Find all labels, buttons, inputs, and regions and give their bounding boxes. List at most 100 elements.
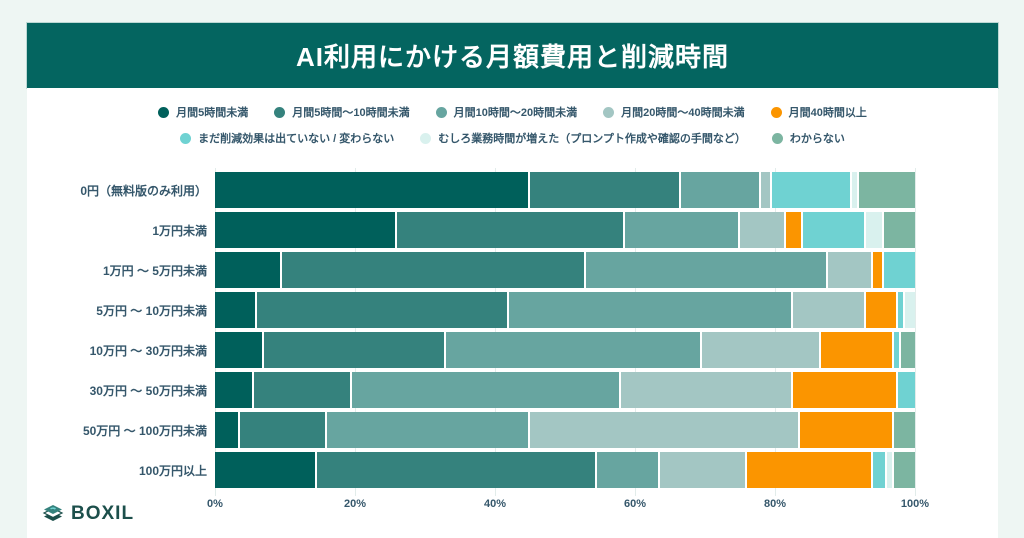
bar-segment — [747, 452, 873, 488]
y-axis-label: 50万円 〜 100万円未満 — [82, 423, 207, 438]
bar-segment — [792, 372, 898, 408]
bar-segment — [257, 292, 509, 328]
bar-row — [215, 212, 915, 248]
legend-item: まだ削減効果は出ていない / 変わらない — [180, 130, 394, 146]
bar-segment — [873, 452, 887, 488]
legend-item: 月間40時間以上 — [770, 104, 867, 120]
bar-segment — [530, 412, 800, 448]
bar-segment — [887, 452, 894, 488]
bar-segment — [316, 452, 597, 488]
legend-label: 月間10時間〜20時間未満 — [453, 107, 578, 119]
bar-row — [215, 332, 915, 368]
bar-segment — [446, 332, 702, 368]
x-axis-tick-label: 60% — [623, 498, 647, 510]
bar-segment — [803, 212, 866, 248]
plot-area — [215, 168, 916, 496]
bar-row — [215, 292, 915, 328]
x-axis-tick-label: 0% — [207, 498, 223, 510]
bar-segment — [827, 252, 873, 288]
bar-segment — [771, 172, 852, 208]
bar-row — [215, 412, 915, 448]
bar-segment — [785, 212, 803, 248]
bar-row — [215, 372, 915, 408]
legend-label: 月間5時間未満 — [176, 107, 249, 119]
bar-segment — [659, 452, 747, 488]
legend-dot-icon — [274, 106, 286, 118]
page-title: AI利用にかける月額費用と削減時間 — [295, 42, 729, 72]
bar-segment — [215, 292, 257, 328]
bar-row — [215, 172, 915, 208]
bar-segment — [866, 292, 898, 328]
bar-segment — [901, 332, 915, 368]
bar-segment — [873, 252, 884, 288]
bar-segment — [530, 172, 681, 208]
bar-segment — [281, 252, 586, 288]
bar-segment — [799, 412, 894, 448]
boxil-logo-icon — [42, 505, 64, 521]
bar-segment — [596, 452, 660, 488]
boxil-logo-text: BOXIL — [71, 503, 135, 524]
bar-segment — [792, 292, 866, 328]
bar-segment — [894, 412, 915, 448]
legend-row: 月間5時間未満 月間5時間〜10時間未満 月間10時間〜20時間未満 月間20時間〜4… — [27, 104, 998, 120]
bar-segment — [904, 292, 915, 328]
legend-item: 月間10時間〜20時間未満 — [435, 104, 578, 120]
title-banner: AI利用にかける月額費用と削減時間 — [27, 23, 998, 88]
bar-segment — [215, 212, 397, 248]
bar-segment — [897, 372, 915, 408]
bar-segment — [897, 292, 905, 328]
y-axis-label: 0円（無料版のみ利用） — [80, 183, 207, 198]
y-axis-label: 10万円 〜 30万円未満 — [89, 343, 207, 358]
bar-segment — [351, 372, 621, 408]
y-axis-label: 5万円 〜 10万円未満 — [96, 303, 207, 318]
bar-segment — [215, 332, 264, 368]
bar-segment — [740, 212, 786, 248]
legend-label: わからない — [789, 133, 845, 145]
legend-item: 月間20時間〜40時間未満 — [603, 104, 745, 120]
bar-segment — [701, 332, 821, 368]
bar-segment — [680, 172, 761, 208]
bar-segment — [215, 372, 254, 408]
y-axis-label: 100万円以上 — [138, 463, 207, 478]
bar-segment — [894, 452, 915, 488]
bar-segment — [509, 292, 793, 328]
y-axis-label: 1万円未満 — [152, 223, 207, 238]
x-axis-labels: 0% 20% 40% 60% 80% 100% — [207, 498, 929, 518]
bar-segment — [883, 252, 915, 288]
bar-segment — [215, 172, 530, 208]
x-axis-tick-label: 20% — [343, 498, 367, 510]
legend-item: むしろ業務時間が増えた（プロンプト作成や確認の手間など） — [420, 130, 746, 146]
legend-label: むしろ業務時間が増えた（プロンプト作成や確認の手間など） — [438, 133, 746, 145]
x-axis-tick-label: 100% — [900, 498, 930, 510]
legend-dot-icon — [770, 106, 782, 118]
bar-segment — [820, 332, 894, 368]
bar-segment — [866, 212, 884, 248]
legend-dot-icon — [771, 132, 783, 144]
bar-row — [215, 252, 915, 288]
boxil-logo: BOXIL — [41, 502, 134, 526]
y-axis-label: 1万円 〜 5万円未満 — [102, 263, 207, 278]
legend-dot-icon — [158, 106, 170, 118]
legend-item: 月間5時間未満 — [158, 104, 248, 120]
bar-segment — [894, 332, 901, 368]
legend-dot-icon — [420, 132, 432, 144]
bar-segment — [852, 172, 859, 208]
bar-segment — [883, 212, 915, 248]
legend-item: 月間5時間〜10時間未満 — [274, 104, 410, 120]
legend-row: まだ削減効果は出ていない / 変わらない むしろ業務時間が増えた（プロンプト作成や… — [27, 130, 998, 146]
bar-segment — [253, 372, 352, 408]
legend-label: まだ削減効果は出ていない / 変わらない — [198, 133, 395, 145]
gridline — [915, 168, 916, 496]
legend-dot-icon — [435, 106, 447, 118]
bar-segment — [859, 172, 915, 208]
bar-segment — [215, 452, 317, 488]
chart-card: 月間5時間未満 月間5時間〜10時間未満 月間10時間〜20時間未満 月間20時間〜4… — [27, 88, 998, 538]
x-axis-tick-label: 40% — [483, 498, 507, 510]
bar-segment — [215, 412, 240, 448]
bar-segment — [586, 252, 828, 288]
bar-segment — [761, 172, 772, 208]
legend-label: 月間20時間〜40時間未満 — [621, 107, 745, 119]
bar-segment — [239, 412, 327, 448]
bar-segment — [215, 252, 282, 288]
legend-dot-icon — [603, 106, 615, 118]
